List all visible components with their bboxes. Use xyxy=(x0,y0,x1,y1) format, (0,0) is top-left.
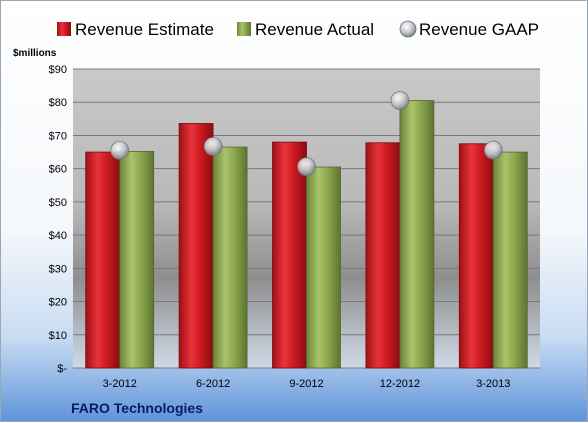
y-tick-label: $40 xyxy=(49,230,67,242)
marker-revenue-gaap xyxy=(203,137,223,156)
bar-revenue-actual xyxy=(306,166,341,369)
y-tick-label: $60 xyxy=(49,164,67,176)
legend-swatch-revenue-gaap xyxy=(399,20,417,38)
bar-revenue-actual xyxy=(399,100,435,369)
bar-revenue-estimate xyxy=(178,123,214,369)
bar-revenue-estimate xyxy=(272,141,307,369)
marker-revenue-gaap xyxy=(297,157,316,177)
marker-revenue-gaap xyxy=(483,140,503,160)
legend-label: Revenue Estimate xyxy=(75,20,214,39)
bar-revenue-estimate xyxy=(85,151,121,369)
legend-label: Revenue Actual xyxy=(255,20,374,39)
x-tick-label: 3-2013 xyxy=(476,378,510,390)
y-tick-label: $20 xyxy=(49,297,67,309)
y-tick-label: $30 xyxy=(49,263,67,275)
x-tick-label: 12-2012 xyxy=(380,378,420,390)
bar-revenue-actual xyxy=(212,146,248,369)
bar-revenue-estimate xyxy=(458,143,494,369)
x-tick-label: 6-2012 xyxy=(196,378,230,390)
y-tick-label: $10 xyxy=(49,330,67,342)
y-tick-label: $- xyxy=(57,363,67,375)
bar-revenue-actual xyxy=(492,151,528,369)
bar-revenue-actual xyxy=(119,150,155,369)
legend-swatch-revenue-estimate xyxy=(57,22,71,36)
y-tick-label: $80 xyxy=(49,97,67,109)
y-tick-label: $70 xyxy=(49,130,67,142)
bar-revenue-estimate xyxy=(365,142,401,369)
marker-revenue-gaap xyxy=(110,140,130,160)
legend-swatch-revenue-actual xyxy=(237,22,251,36)
company-name: FARO Technologies xyxy=(71,400,203,416)
y-tick-label: $50 xyxy=(49,197,67,209)
marker-revenue-gaap xyxy=(390,91,410,110)
y-axis-unit-label: $millions xyxy=(13,48,57,59)
x-tick-label: 3-2012 xyxy=(103,378,137,390)
x-tick-label: 9-2012 xyxy=(289,378,323,390)
legend-label: Revenue GAAP xyxy=(419,20,539,39)
y-tick-label: $90 xyxy=(49,64,67,76)
